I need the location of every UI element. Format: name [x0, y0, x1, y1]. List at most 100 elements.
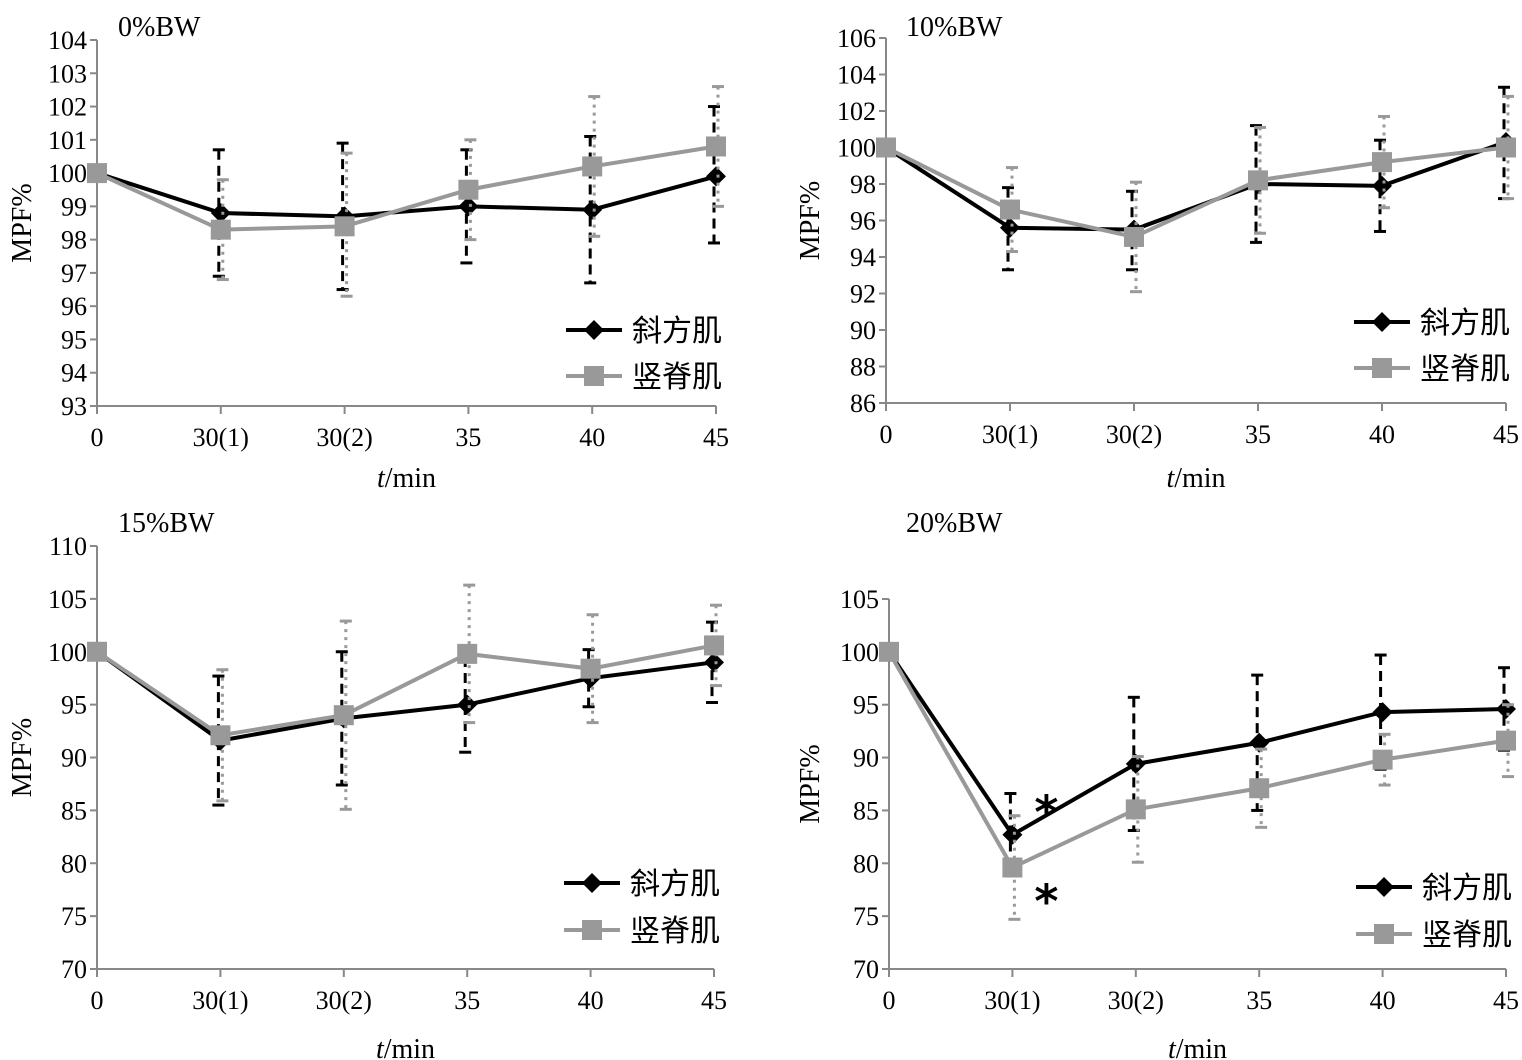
y-tick-label: 75: [853, 902, 879, 931]
chart-panel-4: 70 75 80 85 90 95 100 105 0 30(1) 30(2) 35 40 45 20%BW…: [795, 508, 1519, 1060]
chart-panel-2: 86 88 90 92 94 96 98 100 102 104 106 0 30(1) 30(2) 35 4…: [795, 12, 1519, 494]
panel-title: 15%BW: [118, 508, 215, 539]
data-point: [1496, 730, 1516, 751]
x-tick-label: 0: [883, 986, 896, 1015]
x-axis-title: t/min: [1166, 463, 1225, 494]
data-point: [87, 641, 107, 662]
y-tick-label: 110: [49, 532, 87, 561]
legend-label: 斜方肌: [632, 314, 722, 349]
y-tick-label: 92: [850, 280, 876, 309]
x-axis-title: t/min: [377, 463, 436, 494]
data-point: [580, 658, 601, 679]
legend-label: 竖脊肌: [1422, 918, 1512, 953]
legend-item-erector: 竖脊肌: [1356, 918, 1512, 953]
data-point: [1372, 749, 1393, 770]
data-point: [457, 694, 478, 715]
x-tick-label: 30(1): [193, 423, 249, 452]
data-point: [210, 219, 231, 240]
data-point: [1372, 702, 1393, 723]
data-point: [1496, 137, 1516, 158]
y-tick-label: 100: [837, 134, 876, 163]
y-tick-label: 104: [48, 26, 87, 55]
y-tick-label: 88: [850, 353, 876, 382]
x-tick-label: 40: [1369, 420, 1395, 449]
y-tick-label: 98: [61, 226, 87, 255]
panel-title: 10%BW: [906, 12, 1003, 43]
legend-item-erector: 竖脊肌: [566, 360, 722, 395]
data-point: [582, 156, 603, 177]
legend-marker: [584, 320, 604, 340]
data-point: [210, 725, 231, 746]
series-erector: [876, 94, 1516, 294]
legend-label: 斜方肌: [630, 867, 720, 902]
x-tick-label: 0: [91, 423, 104, 452]
legend-label: 斜方肌: [1420, 306, 1510, 341]
data-point: [1002, 824, 1023, 845]
y-tick-label: 102: [837, 97, 876, 126]
x-tick-label: 35: [454, 986, 480, 1015]
series-erector: [879, 641, 1516, 921]
y-tick-label: 86: [850, 389, 876, 418]
y-tick-label: 90: [850, 316, 876, 345]
legend-item-trapezius: 斜方肌: [564, 867, 720, 902]
series-erector: [87, 85, 726, 298]
x-tick-label: 35: [1246, 986, 1272, 1015]
y-tick-label: 98: [850, 170, 876, 199]
x-tick-label: 45: [701, 986, 727, 1015]
data-point: [87, 163, 107, 184]
data-point: [1000, 199, 1020, 220]
x-tick-label: 45: [1493, 986, 1519, 1015]
data-point: [1125, 799, 1146, 820]
series-trapezius: [879, 641, 1516, 878]
series-line: [95, 643, 715, 738]
data-point: [1372, 152, 1392, 173]
y-tick-label: 95: [61, 325, 87, 354]
panel-title: 20%BW: [906, 508, 1003, 539]
x-tick-label: 40: [1370, 986, 1396, 1015]
x-tick-label: 40: [579, 423, 605, 452]
y-tick-label: 105: [48, 585, 87, 614]
y-tick-label: 90: [853, 744, 879, 773]
chart-panel-1: 93 94 95 96 97 98 99 100 101 102 103 104 0 30(1) 30(2)…: [7, 12, 729, 494]
y-tick-label: 85: [61, 796, 87, 825]
y-tick-label: 101: [48, 126, 87, 155]
legend-label: 竖脊肌: [1420, 352, 1510, 387]
y-tick-label: 95: [853, 691, 879, 720]
y-axis-title: MPF%: [7, 718, 38, 797]
x-axis-title: t/min: [1168, 1034, 1227, 1060]
data-point: [1372, 175, 1392, 196]
data-point: [1249, 778, 1270, 799]
x-tick-label: 40: [578, 986, 604, 1015]
panel-title: 0%BW: [118, 12, 201, 43]
y-axis-title: MPF%: [7, 183, 38, 262]
data-point: [1125, 753, 1146, 774]
x-tick-label: 30(1): [192, 986, 248, 1015]
data-point: [334, 216, 355, 237]
y-tick-label: 99: [61, 192, 87, 221]
x-tick-label: 45: [1493, 420, 1519, 449]
y-tick-label: 102: [48, 93, 87, 122]
y-tick-label: 80: [853, 849, 879, 878]
y-tick-label: 105: [840, 585, 879, 614]
series-trapezius: [876, 85, 1516, 272]
data-point: [457, 643, 478, 664]
x-tick-label: 30(2): [316, 986, 372, 1015]
legend-marker: [1372, 358, 1392, 378]
chart-panel-3: 70 75 80 85 90 95 100 105 110 0 30(1) 30(2) 35 40 45 15…: [7, 508, 727, 1060]
y-tick-label: 85: [853, 796, 879, 825]
data-point: [458, 196, 479, 217]
y-tick-label: 90: [61, 744, 87, 773]
x-axis-title: t/min: [376, 1034, 435, 1060]
series-line: [885, 145, 1507, 240]
data-point: [1000, 217, 1020, 238]
y-tick-label: 96: [850, 207, 876, 236]
y-tick-label: 100: [48, 638, 87, 667]
data-point: [1124, 226, 1144, 247]
y-tick-label: 95: [61, 691, 87, 720]
y-axis-title: MPF%: [795, 181, 826, 260]
legend-marker: [582, 873, 602, 893]
x-tick-label: 0: [91, 986, 104, 1015]
data-point: [706, 166, 726, 187]
